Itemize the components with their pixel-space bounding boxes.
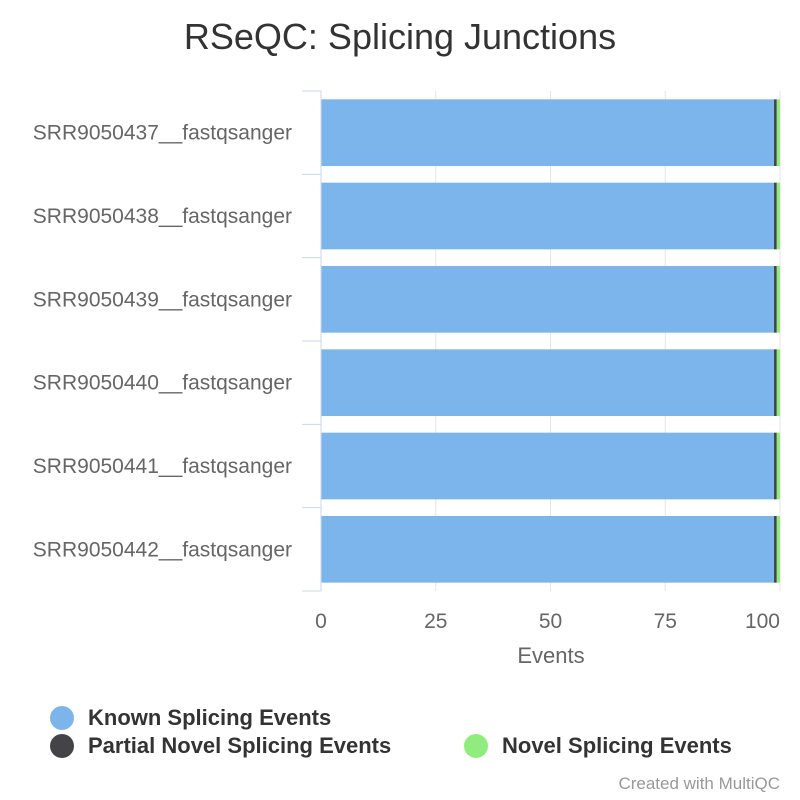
x-tick-label-2: 50 [539,610,562,633]
bar-5-series-3[interactable] [777,433,780,500]
legend-dot-partial-novel [50,734,74,758]
category-label-2: SRR9050438__fastqsanger [33,205,292,228]
legend-dot-novel [464,734,488,758]
x-tick-label-4: 100 [745,610,780,633]
bar-3-series-2[interactable] [774,266,777,333]
bar-5-series-1[interactable] [321,433,774,500]
y-axis: SRR9050437__fastqsanger SRR9050438__fastq… [33,91,321,591]
legend-item-known[interactable]: Known Splicing Events [50,705,331,731]
category-label-6: SRR9050442__fastqsanger [33,538,292,561]
x-axis-title: Events [517,643,584,668]
bar-1-series-2[interactable] [774,99,777,166]
category-label-4: SRR9050440__fastqsanger [33,372,292,395]
bar-5-series-2[interactable] [774,433,777,500]
x-tick-label-1: 25 [424,610,447,633]
category-label-3: SRR9050439__fastqsanger [33,288,292,311]
bar-2-series-2[interactable] [774,183,777,250]
bar-3-series-1[interactable] [321,266,774,333]
splicing-junctions-chart: RSeQC: Splicing Junctions SRR9050437__fa… [0,0,800,700]
credit-text[interactable]: Created with MultiQC [618,774,780,794]
bar-1-series-1[interactable] [321,99,774,166]
legend-label-partial-novel: Partial Novel Splicing Events [88,733,391,759]
bar-2-series-1[interactable] [321,183,774,250]
x-tick-label-3: 75 [654,610,677,633]
bar-3-series-3[interactable] [777,266,780,333]
legend-label-novel: Novel Splicing Events [502,733,732,759]
legend-item-novel[interactable]: Novel Splicing Events [464,733,732,759]
bar-1-series-3[interactable] [777,99,780,166]
category-label-1: SRR9050437__fastqsanger [33,122,292,145]
legend: Known Splicing Events Partial Novel Spli… [0,700,800,770]
bar-6-series-3[interactable] [777,516,780,583]
x-axis: 0 25 50 75 100 [315,610,780,633]
bar-4-series-2[interactable] [774,349,777,416]
legend-label-known: Known Splicing Events [88,705,331,731]
bar-6-series-2[interactable] [774,516,777,583]
x-tick-label-0: 0 [315,610,327,633]
bar-4-series-3[interactable] [777,349,780,416]
bar-2-series-3[interactable] [777,183,780,250]
bar-6-series-1[interactable] [321,516,774,583]
bar-4-series-1[interactable] [321,349,774,416]
chart-title: RSeQC: Splicing Junctions [184,16,616,57]
legend-item-partial-novel[interactable]: Partial Novel Splicing Events [50,733,391,759]
category-label-5: SRR9050441__fastqsanger [33,455,292,478]
legend-dot-known [50,706,74,730]
